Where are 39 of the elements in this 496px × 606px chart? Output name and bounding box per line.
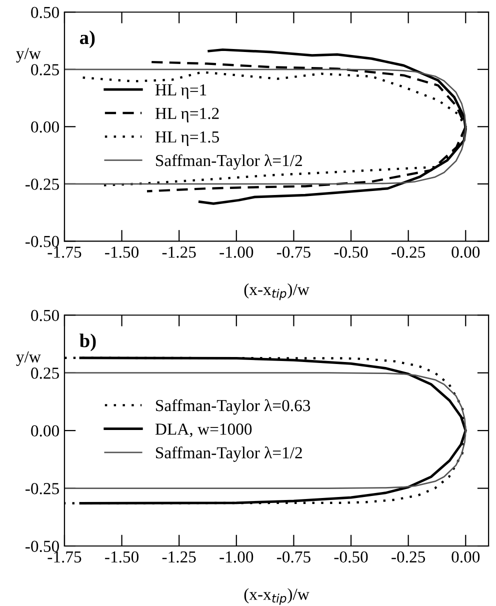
x-tick-label: -1.25	[162, 246, 196, 258]
x-tick-label: -1.50	[105, 551, 139, 563]
legend-label: HL η=1.2	[155, 108, 219, 122]
y-tick-label: 0.25	[31, 368, 59, 379]
x-tick-label: -0.50	[334, 246, 368, 258]
x-tick-label: -1.75	[48, 246, 82, 258]
y-axis-title: y/w	[16, 351, 41, 366]
x-tick-label: -0.25	[392, 246, 426, 258]
y-tick-label: -0.50	[26, 540, 59, 552]
y-tick-label: 0.00	[31, 121, 59, 133]
legend-label: DLA, w=1000	[155, 424, 252, 438]
y-tick-label: 0.50	[31, 310, 59, 322]
x-tick-label: -0.25	[392, 551, 426, 563]
x-tick-label: -1.00	[220, 551, 254, 563]
y-tick-label: -0.25	[26, 178, 59, 190]
x-tick-label: -0.75	[276, 551, 310, 563]
y-axis-title: y/w	[16, 48, 41, 63]
annotation: b)	[80, 334, 96, 352]
x-tick-label: -0.75	[276, 246, 310, 258]
x-axis-title: (x-x$_{tip}$)/w	[244, 588, 310, 605]
x-tick-label: 0.00	[452, 246, 480, 258]
y-tick-label: -0.25	[26, 482, 59, 494]
x-tick-label: -1.00	[220, 246, 254, 258]
x-tick-label: -1.50	[105, 246, 139, 258]
y-tick-label: 0.50	[31, 6, 59, 18]
x-tick-label: -1.25	[162, 551, 196, 563]
x-tick-label: -1.75	[48, 551, 82, 563]
legend-label: Saffman-Taylor λ=1/2	[156, 154, 302, 170]
y-tick-label: 0.00	[31, 425, 59, 437]
legend-label: HL η=1	[155, 84, 206, 99]
y-tick-label: -0.50	[26, 236, 59, 248]
legend-label: HL η=1.5	[155, 131, 219, 146]
y-tick-label: 0.25	[31, 64, 59, 76]
x-tick-label: 0.00	[452, 551, 480, 563]
x-axis-title: (x-x$_{tip}$)/w	[244, 283, 310, 300]
legend-label: Saffman-Taylor λ=0.63	[156, 399, 310, 415]
annotation: a)	[80, 30, 95, 48]
x-tick-label: -0.50	[334, 551, 368, 563]
legend-label: Saffman-Taylor λ=1/2	[156, 446, 302, 462]
